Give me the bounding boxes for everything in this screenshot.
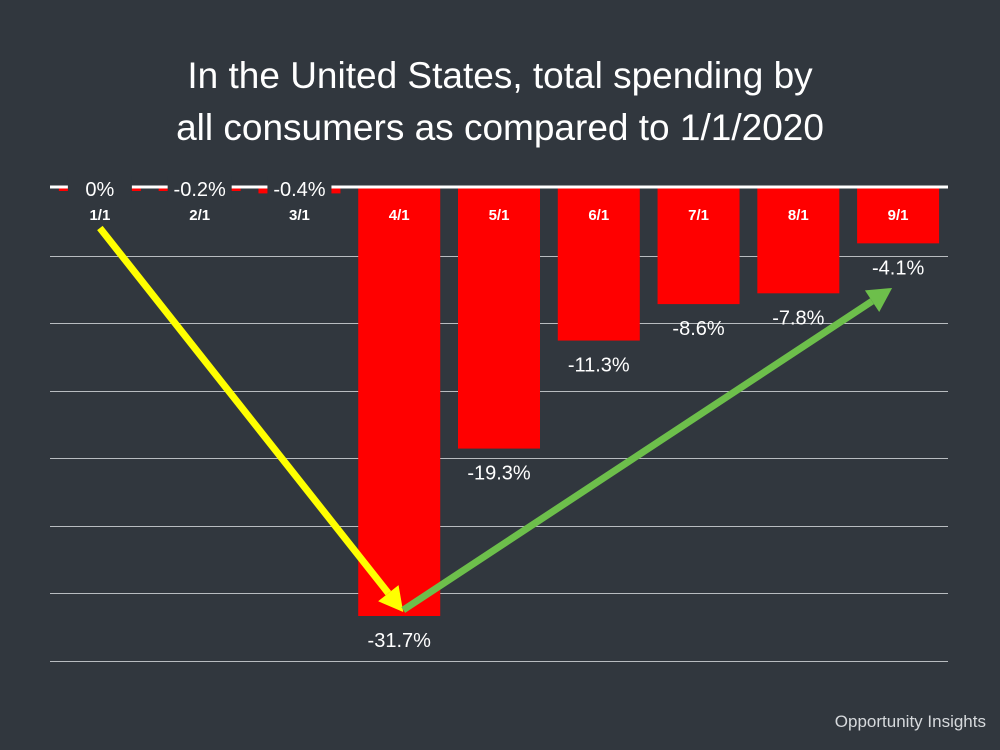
bar-4/1: [358, 188, 440, 616]
decline-arrow-shaft: [100, 228, 388, 593]
data-label: -0.2%: [174, 179, 226, 201]
category-label: 8/1: [788, 207, 809, 224]
source-credit: Opportunity Insights: [835, 712, 986, 732]
category-label: 4/1: [389, 207, 410, 224]
data-label: -7.8%: [772, 307, 824, 329]
category-label: 5/1: [489, 207, 510, 224]
data-label: -11.3%: [568, 355, 630, 377]
data-label: -19.3%: [467, 463, 531, 485]
category-label: 9/1: [888, 207, 909, 224]
bar-5/1: [458, 188, 540, 449]
data-label: -0.4%: [273, 179, 325, 201]
data-label: -31.7%: [368, 630, 432, 652]
data-label: 0%: [85, 179, 114, 201]
category-label: 6/1: [588, 207, 609, 224]
data-label: -8.6%: [672, 318, 724, 340]
bar-8/1: [757, 188, 839, 293]
data-label: -4.1%: [872, 257, 924, 279]
category-label: 1/1: [89, 207, 110, 224]
category-label: 7/1: [688, 207, 709, 224]
slide: In the United States, total spending by …: [0, 0, 1000, 750]
bar-chart: 1/1 2/1 3/1 4/1 5/1 6/1 7/1 8/1 9/1 0% -0.2% -0.4%…: [0, 0, 1000, 750]
category-label: 3/1: [289, 207, 310, 224]
bar-7/1: [658, 188, 740, 304]
decline-arrow: [100, 228, 403, 612]
bars: [59, 188, 939, 616]
category-label: 2/1: [189, 207, 210, 224]
